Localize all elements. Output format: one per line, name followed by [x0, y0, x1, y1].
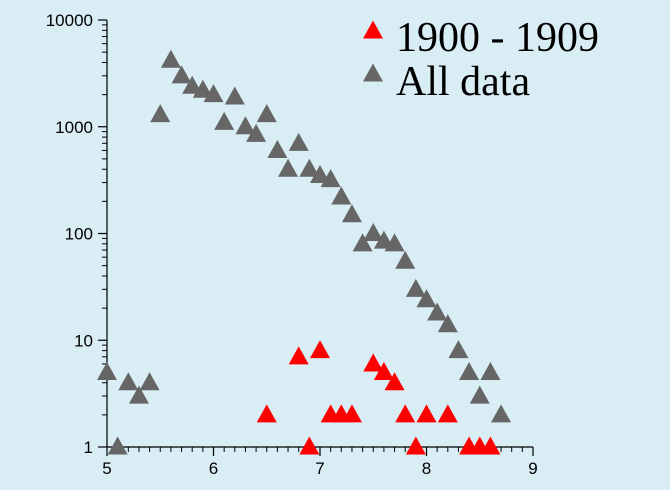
data-point [160, 49, 181, 68]
data-point [416, 289, 437, 308]
y-tick-label: 100 [65, 225, 93, 244]
data-point [310, 340, 330, 359]
data-point [214, 111, 235, 130]
legend-label-1900-1909: 1900 - 1909 [396, 15, 599, 61]
data-point [405, 436, 426, 455]
legend-label-all-data: All data [396, 59, 530, 105]
data-point [395, 404, 416, 423]
data-point [427, 302, 448, 321]
data-point [288, 132, 309, 151]
data-point [192, 79, 213, 98]
data-point [299, 158, 320, 177]
data-point [139, 372, 160, 391]
y-tick-label: 1000 [55, 118, 93, 137]
series-layer [97, 49, 512, 455]
data-point [310, 164, 330, 183]
data-point [363, 223, 384, 242]
y-tick-label: 10000 [46, 11, 93, 30]
x-tick-label: 5 [102, 459, 111, 478]
data-point [128, 385, 149, 404]
x-tick-label: 6 [209, 459, 218, 478]
data-point [416, 404, 437, 423]
series-all-data [97, 49, 512, 455]
data-point [107, 436, 128, 455]
data-point [320, 169, 341, 188]
data-point [459, 361, 480, 380]
data-point [288, 346, 309, 365]
data-point [469, 385, 490, 404]
data-point [256, 104, 277, 123]
x-tick-label: 8 [422, 459, 431, 478]
data-point [341, 404, 362, 423]
data-point [437, 314, 458, 333]
legend: 1900 - 1909 All data [363, 15, 599, 105]
data-point [331, 186, 352, 205]
data-point [480, 436, 501, 455]
data-point [171, 65, 192, 84]
legend-marker-red [363, 20, 383, 39]
data-point [480, 361, 501, 380]
data-point [491, 404, 512, 423]
data-point [437, 404, 458, 423]
data-point [118, 372, 139, 391]
data-point [448, 340, 469, 359]
data-point [373, 361, 394, 380]
data-point [352, 233, 373, 252]
x-tick-label: 9 [528, 459, 537, 478]
axes: 1 10 100 1000 10000 5 6 7 8 9 [46, 11, 538, 478]
data-point [203, 84, 224, 103]
y-tick-label: 1 [84, 438, 93, 457]
y-tick-label: 10 [74, 331, 93, 350]
data-point [235, 116, 256, 135]
data-point [182, 75, 203, 94]
data-point [299, 436, 320, 455]
data-point [384, 372, 405, 391]
data-point [341, 204, 362, 223]
data-point [256, 404, 277, 423]
data-point [384, 233, 405, 252]
data-point [278, 158, 299, 177]
data-point [97, 361, 117, 380]
data-point [224, 86, 245, 105]
data-point [150, 104, 171, 123]
x-tick-label: 7 [315, 459, 324, 478]
series-1900-1909 [256, 340, 501, 455]
data-point [363, 353, 384, 372]
data-point [395, 250, 416, 269]
data-point [267, 139, 288, 158]
data-point [246, 123, 267, 142]
legend-marker-gray [363, 63, 383, 82]
data-point [405, 278, 426, 297]
